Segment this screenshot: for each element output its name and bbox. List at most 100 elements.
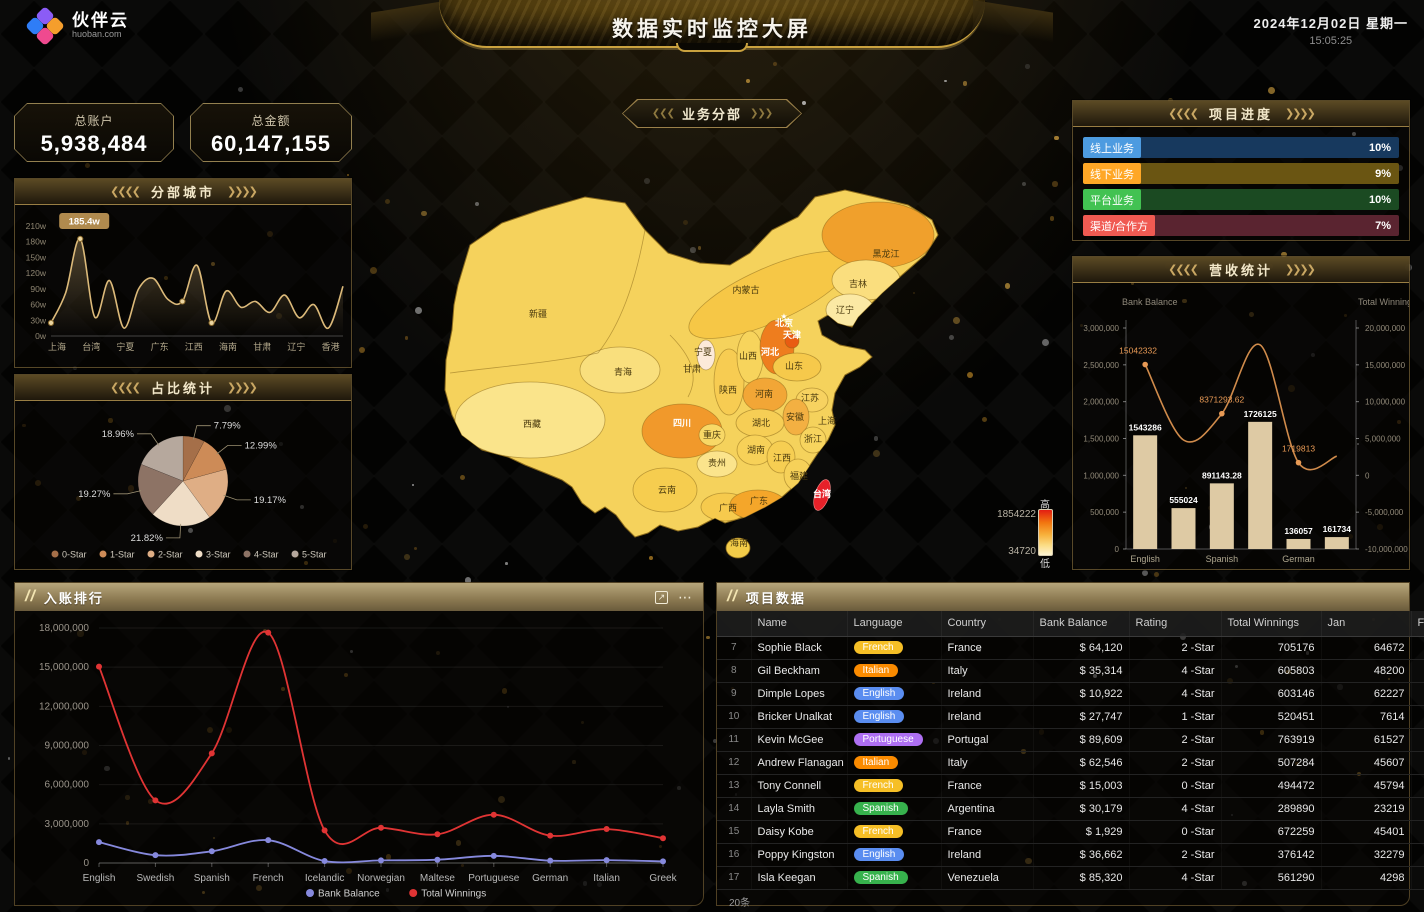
export-icon[interactable]: ↗ [655, 590, 668, 604]
language-pill: Spanish [853, 871, 908, 884]
double-slash-icon: // [25, 588, 36, 605]
table-cell: Ireland [941, 705, 1034, 729]
hainan-island [725, 537, 751, 559]
province-label[interactable]: 陕西 [719, 384, 737, 395]
table-row[interactable]: 8 Gil Beckham Italian Italy $ 35,314 4 -Star 6… [717, 659, 1424, 683]
province-label[interactable]: 上海 [818, 415, 836, 426]
province-label[interactable]: 浙江 [804, 433, 822, 444]
table-column-header[interactable]: Total Winnings [1221, 611, 1322, 637]
svg-text:Swedish: Swedish [136, 873, 174, 884]
table-row[interactable]: 15 Daisy Kobe French France $ 1,929 0 -Star 67… [717, 820, 1424, 844]
progress-row[interactable]: 线下业务 9% [1083, 163, 1399, 184]
province-label[interactable]: 福建 [790, 470, 808, 481]
province-label[interactable]: 辽宁 [836, 304, 854, 315]
panel-prev-arrows[interactable]: ❮❮❮❮ [1168, 108, 1199, 120]
table-column-header[interactable]: Feb [1411, 611, 1424, 637]
table-cell: Italian [847, 751, 942, 775]
province-label[interactable]: 安徽 [786, 411, 804, 422]
table-column-header[interactable] [717, 611, 752, 637]
province-label[interactable]: 黑龙江 [872, 248, 899, 259]
more-options-icon[interactable]: ⋯ [678, 589, 693, 605]
province-label[interactable]: 新疆 [529, 308, 547, 319]
table-cell: Portuguese [847, 728, 942, 752]
province-label[interactable]: 江西 [773, 453, 791, 463]
panel-title: 项目进度 [1208, 107, 1273, 122]
province-label[interactable]: 河北 [761, 346, 779, 357]
table-cell: Venezuela [941, 866, 1034, 890]
panel-project-progress: ❮❮❮❮ 项目进度 ❯❯❯❯ 线上业务 10% 线下业务 9% 平台业务 10% 渠道/合作… [1072, 100, 1410, 241]
svg-text:3,000,000: 3,000,000 [45, 819, 90, 830]
taiwan-island [813, 479, 831, 511]
province-label[interactable]: 天津 [783, 329, 801, 340]
table-row[interactable]: 12 Andrew Flanagan Italian Italy $ 62,546 2 -… [717, 751, 1424, 775]
province-label[interactable]: 青海 [614, 366, 632, 377]
province-label[interactable]: 山西 [739, 351, 757, 361]
province-label[interactable]: 西藏 [523, 418, 541, 429]
province-label[interactable]: 内蒙古 [732, 284, 759, 295]
province-label[interactable]: 河南 [755, 388, 773, 399]
province-label[interactable]: 湖南 [747, 444, 765, 455]
table-cell: Ireland [941, 682, 1034, 706]
datetime: 2024年12月02日 星期一 15:05:25 [1254, 13, 1408, 47]
progress-row[interactable]: 线上业务 10% [1083, 137, 1399, 158]
table-row[interactable]: 17 Isla Keegan Spanish Venezuela $ 85,320 4 -… [717, 866, 1424, 890]
province-label[interactable]: 云南 [658, 484, 676, 495]
province-label[interactable]: 北京 [775, 317, 793, 328]
province-label[interactable]: 山东 [785, 360, 803, 371]
progress-label-chip: 线下业务 [1083, 163, 1141, 184]
table-cell: 494472 [1221, 774, 1322, 798]
svg-text:1719813: 1719813 [1282, 444, 1315, 454]
table-column-header[interactable]: Rating [1129, 611, 1222, 637]
table-row[interactable]: 10 Bricker Unalkat English Ireland $ 27,747 1… [717, 705, 1424, 729]
table-row[interactable]: 13 Tony Connell French France $ 15,003 0 -Sta… [717, 774, 1424, 798]
table-row[interactable]: 9 Dimple Lopes English Ireland $ 10,922 4 -St… [717, 682, 1424, 706]
province-label[interactable]: 广东 [750, 495, 768, 506]
progress-row[interactable]: 平台业务 10% [1083, 189, 1399, 210]
province-label[interactable]: 贵州 [708, 457, 726, 468]
table-cell: 62227 [1321, 682, 1412, 706]
table-cell: 2 -Star [1129, 843, 1222, 867]
legend-min-value: 34720 [1008, 546, 1036, 557]
table-column-header[interactable]: Bank Balance [1033, 611, 1130, 637]
province-label[interactable]: 宁夏 [694, 346, 712, 357]
table-row[interactable]: 11 Kevin McGee Portuguese Portugal $ 89,609 2… [717, 728, 1424, 752]
table-column-header[interactable]: Country [941, 611, 1034, 637]
table-column-header[interactable]: Language [847, 611, 942, 637]
table-cell: 4298 [1321, 866, 1412, 890]
panel-prev-arrows[interactable]: ❮❮❮❮ [110, 382, 141, 394]
table-cell: $ 36,662 [1033, 843, 1130, 867]
svg-text:French: French [253, 873, 284, 884]
province-label[interactable]: 甘肃 [683, 363, 701, 374]
panel-prev-arrows[interactable]: ❮❮❮❮ [110, 186, 141, 198]
svg-text:5-Star: 5-Star [302, 550, 327, 560]
panel-prev-arrows[interactable]: ❮❮❮❮ [1168, 264, 1199, 276]
table-column-header[interactable]: Jan [1321, 611, 1412, 637]
svg-text:9,000,000: 9,000,000 [45, 741, 90, 752]
province-label[interactable]: 广西 [719, 502, 737, 513]
province-label[interactable]: 湖北 [752, 418, 770, 428]
table-column-header[interactable]: Name [751, 611, 848, 637]
panel-ratio-stats: ❮❮❮❮ 占比统计 ❯❯❯❯ 7.79% 12.99% 19.17% 21.82% 19… [14, 374, 352, 570]
province-label[interactable]: 台湾 [813, 488, 831, 499]
table-cell: 507284 [1221, 751, 1322, 775]
province-label[interactable]: 四川 [673, 418, 691, 428]
province-label[interactable]: 江苏 [801, 392, 819, 403]
table-row[interactable]: 14 Layla Smith Spanish Argentina $ 30,179 4 -… [717, 797, 1424, 821]
svg-text:English: English [83, 873, 116, 884]
panel-next-arrows[interactable]: ❯❯❯❯ [227, 382, 258, 394]
panel-next-arrows[interactable]: ❯❯❯❯ [1285, 108, 1316, 120]
table-cell: Kevin McGee [751, 728, 848, 752]
panel-next-arrows[interactable]: ❯❯❯❯ [227, 186, 258, 198]
table-cell: $ 1,929 [1033, 820, 1130, 844]
province-label[interactable]: 吉林 [849, 278, 867, 289]
table-row[interactable]: 7 Sophie Black French France $ 64,120 2 -Star… [717, 636, 1424, 660]
table-cell: 0 -Star [1129, 820, 1222, 844]
svg-text:Portuguese: Portuguese [468, 873, 520, 884]
progress-row[interactable]: 渠道/合作方 7% [1083, 215, 1399, 236]
table-row[interactable]: 16 Poppy Kingston English Ireland $ 36,662 2 … [717, 843, 1424, 867]
province-label[interactable]: 重庆 [703, 429, 721, 440]
panel-next-arrows[interactable]: ❯❯❯❯ [1285, 264, 1316, 276]
province-label[interactable]: 海南 [730, 537, 748, 548]
svg-text:2-Star: 2-Star [158, 550, 183, 560]
